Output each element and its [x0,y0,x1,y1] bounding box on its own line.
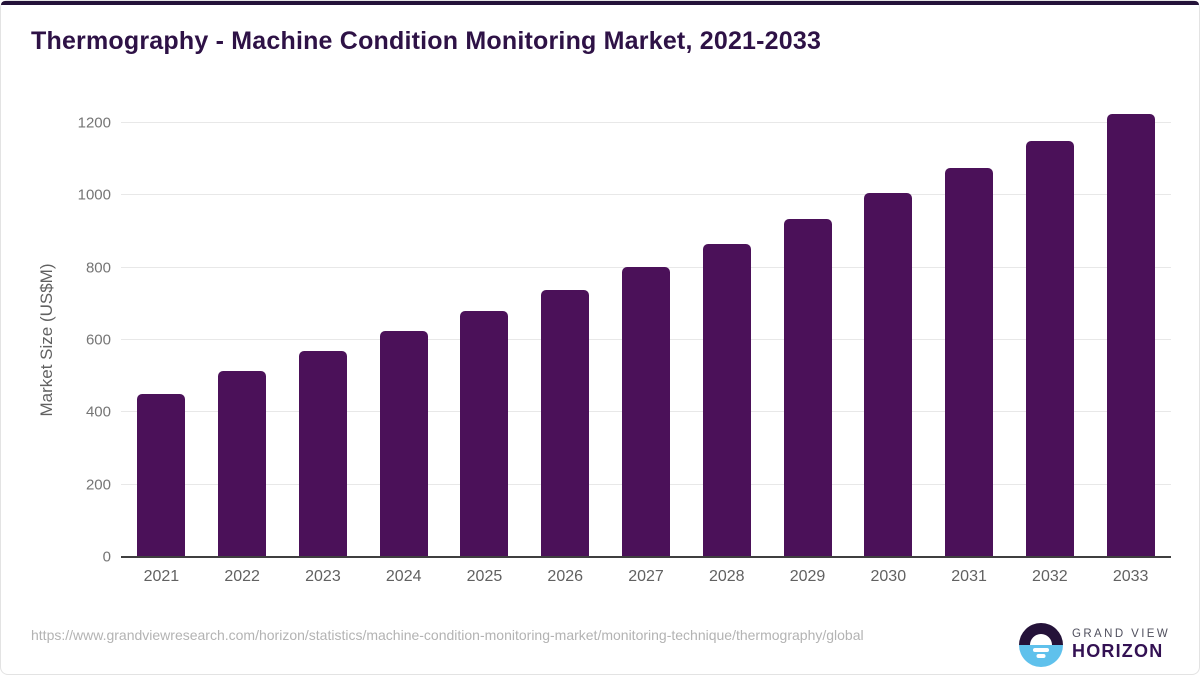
grand-view-horizon-logo: GRAND VIEW HORIZON [1019,623,1170,667]
gridline [121,122,1171,123]
logo-text-grand-view: GRAND VIEW [1072,628,1171,640]
chart-title: Thermography - Machine Condition Monitor… [31,27,822,55]
x-tick-label: 2024 [385,568,422,585]
logo-text-horizon: HORIZON [1072,641,1164,661]
sun-reflection-line-icon [1036,654,1046,658]
x-tick-label: 2022 [224,568,260,585]
bar-2022[interactable] [218,371,267,557]
x-tick-label: 2025 [466,568,503,585]
bar-2033[interactable] [1106,113,1155,557]
bar-2031[interactable] [945,167,994,557]
x-tick-label: 2030 [870,568,907,585]
x-axis-line [121,556,1171,558]
y-tick-label: 400 [85,403,111,421]
y-tick-label: 200 [85,476,111,494]
y-tick-label: 1000 [77,186,111,204]
bar-2029[interactable] [783,219,832,557]
x-tick-label: 2028 [708,568,745,585]
bar-2028[interactable] [702,243,751,557]
y-tick-label: 800 [85,259,111,277]
sun-reflection-line-icon [1033,648,1049,652]
x-tick-label: 2031 [951,568,987,585]
x-tick-label: 2027 [628,568,664,585]
horizon-sun-icon [1019,623,1063,667]
bar-2024[interactable] [379,330,428,557]
x-tick-label: 2033 [1112,568,1149,585]
y-tick-label: 1200 [77,114,111,132]
source-url: https://www.grandviewresearch.com/horizo… [31,627,864,643]
y-tick-label: 0 [102,548,111,566]
bar-2032[interactable] [1025,141,1074,557]
bar-2026[interactable] [541,290,590,557]
plot-area [121,113,1171,558]
x-tick-label: 2023 [305,568,341,585]
bar-2025[interactable] [460,311,509,557]
x-tick-label: 2026 [547,568,584,585]
bar-2021[interactable] [137,394,186,557]
x-tick-label: 2021 [143,568,180,585]
y-tick-label: 600 [85,331,111,349]
x-axis-labels: 2021 2022 2023 2024 2025 2026 2027 2028 2029 2030… [121,568,1171,592]
bar-2023[interactable] [298,350,347,557]
gridline [121,194,1171,196]
logo-text: GRAND VIEW HORIZON [1072,628,1170,662]
y-axis-labels: 0 200 400 600 800 1000 1200 [1,115,111,566]
bar-2027[interactable] [622,266,670,557]
x-tick-label: 2029 [789,568,826,585]
x-tick-label: 2032 [1032,568,1068,585]
sun-dome-icon [1030,634,1052,645]
card-accent-strip [1,1,1199,5]
bar-2030[interactable] [864,192,913,557]
